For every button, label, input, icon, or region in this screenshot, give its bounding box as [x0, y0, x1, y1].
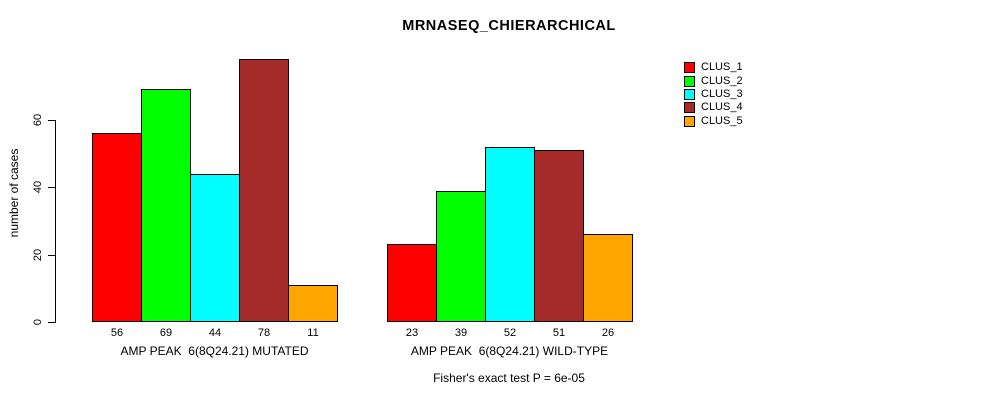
group-axis-label: AMP PEAK 6(8Q24.21) MUTATED: [120, 344, 309, 358]
y-axis-tick: [48, 322, 55, 323]
legend-item-clus_1: CLUS_1: [684, 61, 743, 74]
y-axis-line: [55, 120, 56, 323]
bar-value-label: 44: [208, 327, 222, 339]
bar-value-label: 11: [307, 327, 319, 339]
y-axis-tick-label: 40: [32, 181, 44, 194]
legend: CLUS_1 CLUS_2 CLUS_3 CLUS_4 CLUS_5: [684, 61, 743, 128]
legend-swatch-icon: [684, 88, 695, 100]
legend-label: CLUS_2: [701, 74, 743, 87]
bar-value-label: 56: [110, 327, 124, 339]
group-axis-label: AMP PEAK 6(8Q24.21) WILD-TYPE: [410, 344, 609, 358]
bar-clus_2: [141, 89, 191, 322]
bar-value-label: 51: [552, 327, 566, 339]
bar-value-label: 69: [159, 327, 173, 339]
bar-clus_2: [436, 191, 486, 322]
bar-clus_5: [288, 285, 338, 322]
bar-value-label: 23: [405, 327, 419, 339]
y-axis-tick-label: 20: [32, 248, 44, 261]
bar-clus_3: [190, 174, 240, 322]
bar-clus_1: [387, 244, 437, 322]
bar-value-label: 26: [601, 327, 615, 339]
legend-swatch-icon: [684, 115, 695, 127]
y-axis-tick: [48, 187, 55, 189]
bar-value-label: 52: [503, 327, 517, 339]
legend-swatch-icon: [684, 62, 695, 74]
bar-clus_3: [485, 147, 535, 322]
bar-clus_4: [239, 59, 289, 322]
legend-item-clus_4: CLUS_4: [684, 101, 743, 114]
legend-label: CLUS_4: [701, 101, 743, 114]
legend-swatch-icon: [684, 75, 695, 87]
legend-label: CLUS_5: [701, 114, 743, 127]
bar-clus_4: [534, 150, 584, 322]
legend-item-clus_3: CLUS_3: [684, 88, 743, 101]
y-axis-tick: [48, 254, 55, 256]
legend-swatch-icon: [684, 102, 695, 114]
y-axis-tick-label: 0: [32, 318, 44, 326]
legend-label: CLUS_1: [701, 61, 743, 74]
bar-clus_1: [92, 133, 142, 322]
legend-item-clus_5: CLUS_5: [684, 115, 743, 128]
bar-clus_5: [583, 234, 633, 322]
legend-label: CLUS_3: [701, 87, 743, 100]
footer-note: Fisher's exact test P = 6e-05: [433, 371, 585, 385]
bar-value-label: 78: [257, 327, 271, 339]
y-axis-tick-label: 60: [32, 113, 44, 126]
legend-item-clus_2: CLUS_2: [684, 74, 743, 87]
chart-title: MRNASEQ_CHIERARCHICAL: [402, 18, 616, 34]
y-axis-tick: [48, 119, 55, 121]
bar-value-label: 39: [454, 327, 468, 339]
